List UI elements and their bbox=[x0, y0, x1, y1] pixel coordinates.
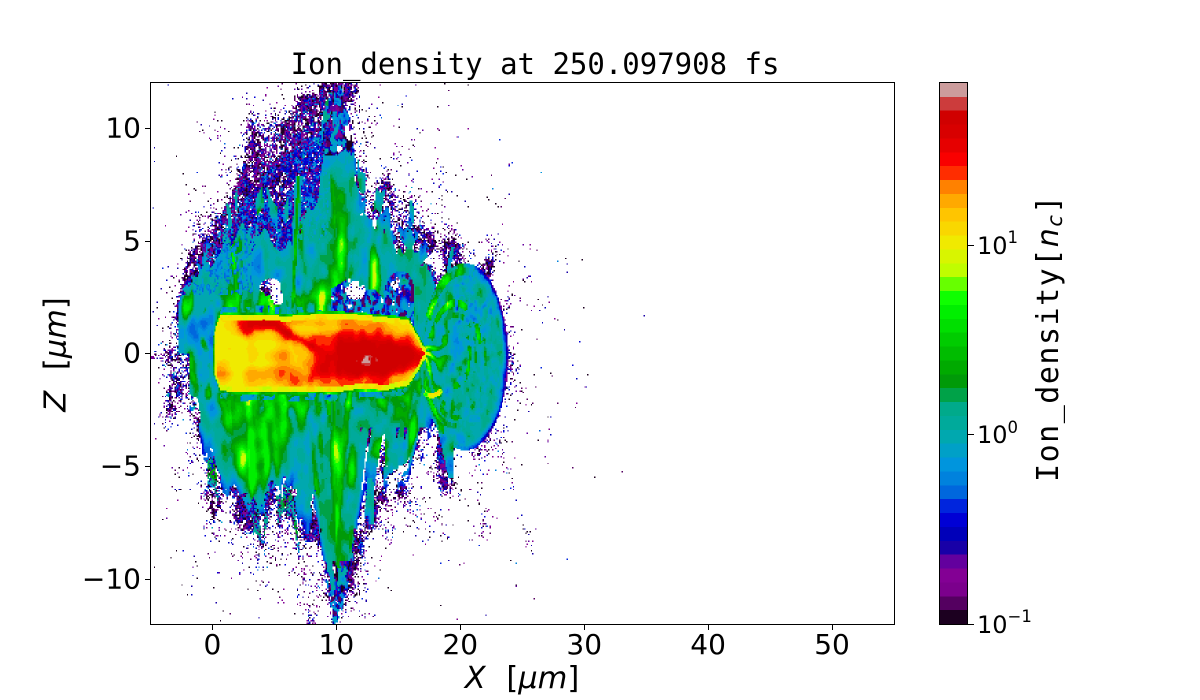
y-tick-mark bbox=[144, 578, 151, 580]
colorbar-tick-label: 10−1 bbox=[977, 607, 1032, 639]
colorbar-tick-label: 100 bbox=[977, 417, 1019, 450]
y-tick-mark bbox=[144, 128, 151, 130]
y-tick-label: 0 bbox=[123, 336, 141, 370]
x-axis-label: X [μm] bbox=[464, 661, 580, 696]
colorbar-tick-mark bbox=[967, 623, 974, 625]
x-tick-label: 30 bbox=[566, 628, 603, 661]
x-tick-mark bbox=[460, 623, 462, 630]
y-tick-mark bbox=[144, 466, 151, 468]
y-tick-label: −10 bbox=[81, 562, 141, 596]
colorbar-label: Ion_density[nc] bbox=[1031, 194, 1067, 482]
colorbar-gradient bbox=[940, 83, 967, 624]
y-tick-mark bbox=[144, 353, 151, 355]
x-tick-mark bbox=[584, 623, 586, 630]
colorbar bbox=[938, 81, 968, 625]
x-tick-label: 0 bbox=[203, 628, 222, 661]
y-tick-label: 5 bbox=[123, 224, 141, 258]
x-tick-mark bbox=[336, 623, 338, 630]
colorbar-tick-mark bbox=[967, 434, 974, 436]
x-tick-label: 40 bbox=[690, 628, 726, 661]
axes-spines bbox=[149, 82, 895, 625]
ion-density-heatmap[interactable] bbox=[150, 83, 894, 624]
plot-title: Ion_density at 250.097908 fs bbox=[290, 47, 780, 81]
x-tick-label: 10 bbox=[318, 628, 355, 661]
x-tick-mark bbox=[212, 623, 214, 630]
colorbar-outline bbox=[938, 81, 968, 625]
y-tick-mark bbox=[144, 240, 151, 242]
x-tick-mark bbox=[832, 623, 834, 630]
y-axis-label: Z [μm] bbox=[38, 297, 74, 412]
x-tick-mark bbox=[708, 623, 710, 630]
colorbar-tick-label: 101 bbox=[977, 228, 1019, 260]
plot-area bbox=[149, 82, 895, 625]
colorbar-tick-mark bbox=[967, 244, 974, 246]
x-tick-label: 50 bbox=[814, 628, 850, 661]
x-tick-label: 20 bbox=[442, 628, 479, 661]
y-tick-label: 10 bbox=[105, 111, 141, 145]
y-tick-label: −5 bbox=[99, 449, 141, 483]
